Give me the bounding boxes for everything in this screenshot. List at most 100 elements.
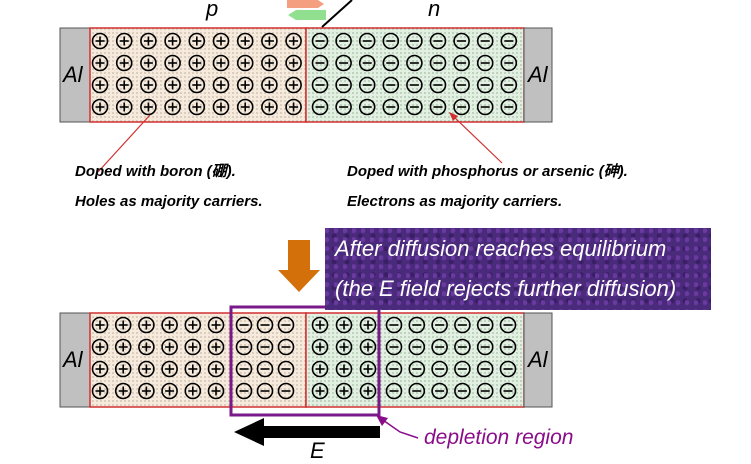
electron-charge	[408, 382, 426, 400]
hole-charge	[261, 76, 278, 94]
electron-charge	[454, 382, 471, 400]
bottom-n-region	[305, 312, 525, 408]
electron-charge	[499, 316, 517, 334]
hole-charge	[138, 360, 155, 378]
hole-charge	[164, 76, 181, 94]
donor-ion	[359, 382, 377, 400]
pink-arrow	[287, 0, 324, 8]
p-carriers-note: Holes as majority carriers.	[75, 193, 263, 210]
electron-charge	[476, 54, 494, 72]
electron-charge	[500, 76, 518, 94]
top-n-charges	[311, 32, 518, 116]
electron-charge	[358, 98, 376, 116]
n-carriers-note: Electrons as majority carriers.	[347, 193, 563, 210]
donor-ion	[359, 360, 377, 378]
hole-charge	[91, 338, 109, 356]
electron-charge	[335, 54, 352, 72]
electron-charge	[429, 32, 447, 50]
hole-charge	[138, 382, 155, 400]
hole-charge	[140, 54, 157, 72]
electron-charge	[408, 338, 426, 356]
e-field-label: E	[310, 438, 325, 463]
hole-charge	[140, 32, 157, 50]
electron-charge	[454, 360, 471, 378]
hole-charge	[164, 32, 181, 50]
acceptor-ion	[277, 382, 295, 400]
electron-charge	[429, 54, 447, 72]
hole-charge	[285, 32, 302, 50]
electron-charge	[500, 32, 518, 50]
hole-charge	[207, 338, 225, 356]
hole-charge	[285, 76, 302, 94]
electron-charge	[454, 316, 471, 334]
hole-charge	[236, 32, 254, 50]
electron-charge	[431, 316, 448, 334]
depletion-region-box	[229, 305, 381, 417]
electron-charge	[382, 76, 400, 94]
p-doping-note: Doped with boron (硼).	[75, 163, 236, 180]
bottom-left-al-label: Al	[63, 347, 83, 372]
hole-charge	[164, 98, 181, 116]
electron-charge	[406, 76, 423, 94]
banner-line-2: (the E field rejects further diffusion)	[335, 276, 677, 301]
electron-charge	[358, 76, 376, 94]
bottom-charges	[91, 316, 517, 400]
donor-ion	[335, 382, 353, 400]
hole-charge	[91, 54, 109, 72]
hole-charge	[188, 76, 206, 94]
top-left-contact	[59, 27, 91, 123]
hole-charge	[114, 338, 132, 356]
electron-charge	[431, 360, 448, 378]
electron-charge	[476, 316, 494, 334]
hole-charge	[115, 54, 133, 72]
acceptor-ion	[277, 360, 295, 378]
hole-charge	[212, 98, 230, 116]
electron-charge	[453, 98, 470, 116]
electron-charge	[408, 316, 426, 334]
donor-ion	[335, 360, 353, 378]
hole-charge	[261, 54, 278, 72]
hole-charge	[236, 76, 254, 94]
electron-charge	[385, 382, 403, 400]
hole-charge	[91, 98, 109, 116]
hole-charge	[261, 98, 278, 116]
electron-charge	[358, 32, 376, 50]
hole-charge	[91, 382, 109, 400]
acceptor-ion	[256, 316, 274, 334]
acceptor-ion	[277, 316, 295, 334]
electron-charge	[311, 32, 329, 50]
hole-charge	[236, 54, 254, 72]
hole-charge	[207, 360, 225, 378]
electron-charge	[385, 338, 403, 356]
hole-charge	[91, 32, 109, 50]
electron-charge	[476, 360, 494, 378]
electron-charge	[408, 360, 426, 378]
hole-charge	[91, 316, 109, 334]
equilibrium-down-arrow	[278, 240, 320, 292]
electron-charge	[406, 98, 423, 116]
equilibrium-banner: After diffusion reaches equilibrium (the…	[325, 228, 711, 310]
hole-charge	[184, 338, 202, 356]
hole-charge	[140, 98, 157, 116]
electron-charge	[476, 98, 494, 116]
electron-charge	[382, 54, 400, 72]
hole-charge	[114, 360, 132, 378]
electron-charge	[335, 32, 352, 50]
hole-charge	[285, 54, 302, 72]
top-p-region	[89, 27, 307, 123]
n-type-label: n	[428, 0, 441, 21]
electron-charge	[431, 382, 448, 400]
hole-charge	[138, 338, 155, 356]
acceptor-ion	[277, 338, 295, 356]
electron-charge	[406, 54, 423, 72]
hole-charge	[115, 76, 133, 94]
electron-charge	[429, 76, 447, 94]
electron-charge	[335, 98, 352, 116]
hole-charge	[184, 382, 202, 400]
hole-charge	[207, 382, 225, 400]
top-right-contact	[523, 27, 553, 123]
hole-charge	[184, 316, 202, 334]
n-note-pointer-head	[449, 112, 458, 121]
bottom-right-al-label: Al	[528, 347, 548, 372]
